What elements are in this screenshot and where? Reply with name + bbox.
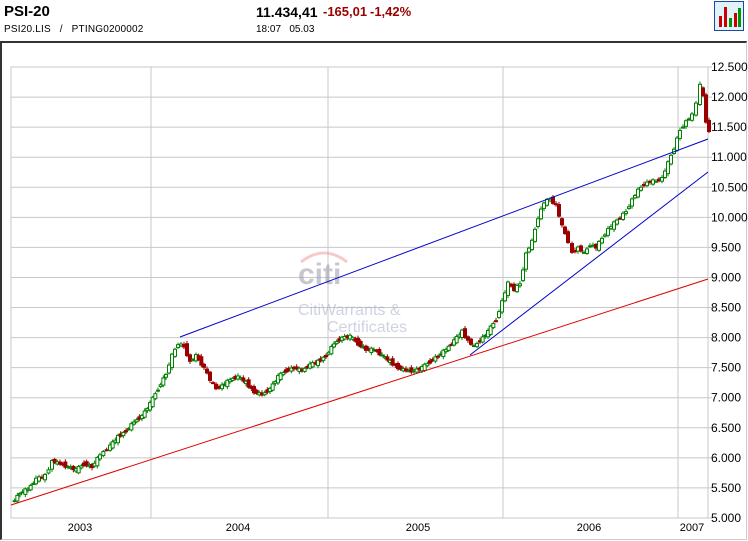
lower-channel-trendline[interactable] — [469, 171, 709, 356]
quote-timestamp: 18:07 05.03 — [256, 24, 314, 35]
y-tick-label: 11.000 — [711, 150, 747, 164]
price-change: -165,01 — [323, 4, 368, 19]
candlestick-series — [12, 81, 711, 504]
x-tick-label: 2007 — [680, 522, 704, 534]
bar-chart-icon — [719, 7, 741, 27]
y-tick-label: 7.500 — [711, 361, 741, 375]
quote-header: PSI-20 PSI20.LIS / PTING0200002 11.434,4… — [0, 0, 748, 41]
y-tick-label: 12.000 — [711, 90, 748, 104]
y-tick-label: 7.000 — [711, 391, 741, 405]
instrument-identifier: PSI20.LIS / PTING0200002 — [4, 24, 144, 35]
last-price: 11.434,41 — [256, 4, 318, 20]
y-tick-label: 10.000 — [711, 210, 748, 224]
watermark-line1: CitiWarrants & — [298, 302, 401, 319]
x-tick-label: 2003 — [68, 522, 92, 534]
y-tick-label: 9.000 — [711, 270, 741, 284]
y-tick-label: 12.500 — [711, 60, 748, 74]
x-axis: 2003 2004 2005 2006 2007 — [68, 522, 704, 534]
y-tick-label: 5.000 — [711, 511, 741, 525]
watermark-line2: Certificates — [327, 319, 407, 336]
support-trendline[interactable] — [10, 278, 709, 506]
y-tick-label: 6.000 — [711, 451, 741, 465]
instrument-title: PSI-20 — [4, 3, 50, 20]
chart-frame — [0, 41, 747, 540]
y-tick-label: 11.500 — [711, 120, 747, 134]
upper-channel-trendline[interactable] — [179, 138, 709, 338]
citi-watermark: citi CitiWarrants & Certificates — [298, 251, 407, 336]
y-tick-label: 8.000 — [711, 331, 741, 345]
y-tick-label: 6.500 — [711, 421, 741, 435]
quote-time: 18:07 — [256, 24, 282, 35]
y-tick-label: 10.500 — [711, 180, 748, 194]
price-change-percent: -1,42% — [370, 4, 412, 19]
y-axis: 12.500 12.000 11.500 11.000 10.500 10.000 9.50… — [711, 60, 748, 525]
y-tick-label: 9.500 — [711, 240, 741, 254]
x-tick-label: 2005 — [406, 522, 430, 534]
chart-type-button[interactable] — [714, 1, 744, 31]
y-tick-label: 8.500 — [711, 301, 741, 315]
x-tick-label: 2006 — [577, 522, 601, 534]
x-tick-label: 2004 — [226, 522, 250, 534]
quote-date: 05.03 — [289, 24, 315, 35]
watermark-logo: citi — [298, 258, 341, 291]
y-tick-label: 5.500 — [711, 481, 741, 495]
chart-grid — [10, 66, 712, 519]
